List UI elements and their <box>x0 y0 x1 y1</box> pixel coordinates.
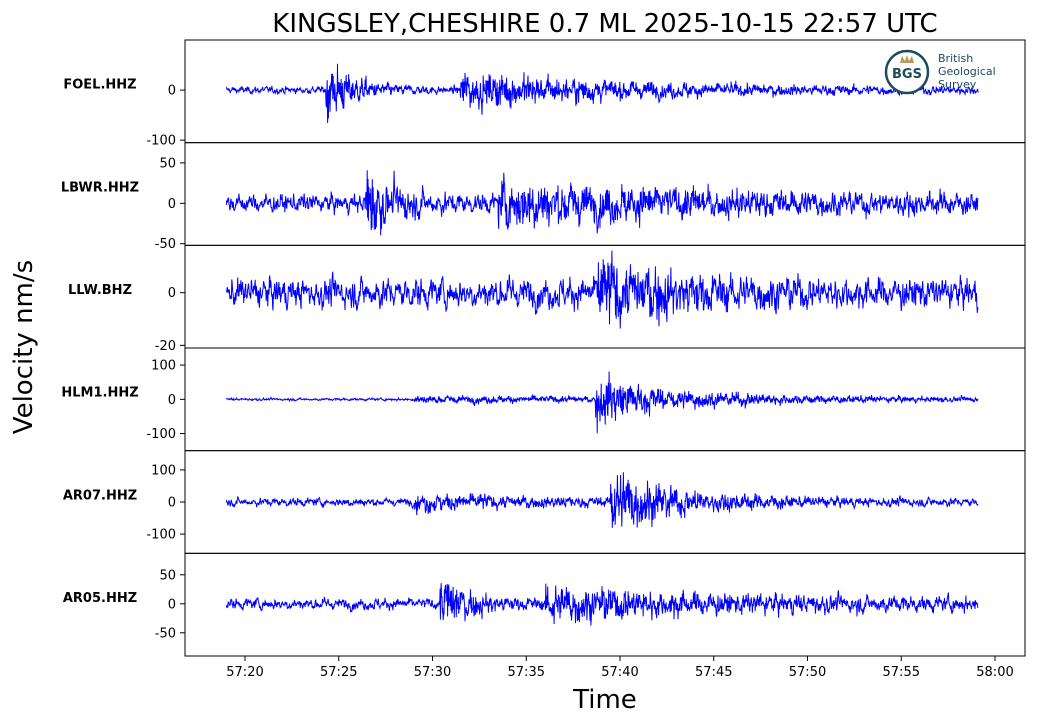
waveform-trace <box>225 371 979 434</box>
x-tick-label: 57:50 <box>789 665 826 680</box>
logo-name-line3: Survey <box>938 78 977 91</box>
x-axis-label: Time <box>572 685 637 715</box>
station-label: AR07.HHZ <box>63 488 137 503</box>
y-tick-label: 50 <box>159 568 176 583</box>
y-tick-label: 0 <box>168 197 176 212</box>
panel-frame <box>184 142 1026 246</box>
x-tick-label: 57:45 <box>695 665 732 680</box>
y-tick-label: 0 <box>168 286 176 301</box>
y-tick-label: 100 <box>151 463 176 478</box>
panel-frame <box>184 552 1026 657</box>
trace-panel: 0 -20 LLW.BHZ <box>68 244 1026 354</box>
station-label: LLW.BHZ <box>68 283 132 298</box>
waveform-trace <box>225 583 979 626</box>
logo-crown-icon <box>900 55 914 63</box>
y-tick-label: -50 <box>155 626 176 641</box>
x-tick-label: 57:30 <box>414 665 451 680</box>
station-label: HLM1.HHZ <box>61 386 138 401</box>
y-tick-label: 100 <box>151 359 176 374</box>
y-tick-label: -50 <box>155 237 176 252</box>
waveform-trace <box>225 63 979 124</box>
logo-name-line2: Geological <box>938 65 996 78</box>
logo-ring-icon <box>884 49 930 95</box>
trace-panel: 50 0 -50 LBWR.HHZ <box>61 142 1026 252</box>
x-tick-label: 58:00 <box>976 665 1013 680</box>
logo-name-line1: British <box>938 52 973 65</box>
y-tick-label: -100 <box>146 427 176 442</box>
waveform-trace <box>225 170 979 236</box>
y-tick-label: -20 <box>155 339 176 354</box>
x-tick-label: 57:25 <box>320 665 357 680</box>
waveform-trace <box>226 250 979 329</box>
x-tick-label: 57:35 <box>508 665 545 680</box>
y-tick-label: 0 <box>168 496 176 511</box>
y-tick-label: 0 <box>168 393 176 408</box>
station-label: FOEL.HHZ <box>63 78 136 93</box>
x-tick-label: 57:20 <box>226 665 263 680</box>
trace-panels: 0 -100 FOEL.HHZ 50 0 -50 LBWR.HHZ 0 -20 LLW.BHZ 10… <box>61 39 1026 657</box>
trace-panel: 0 -100 FOEL.HHZ <box>63 39 1026 149</box>
logo-abbreviation: BGS <box>892 67 922 82</box>
trace-panel: 100 0 -100 AR07.HHZ <box>63 450 1026 554</box>
y-tick-label: 50 <box>159 156 176 171</box>
x-axis: 57:20 57:25 57:30 57:35 57:40 57:45 57:50 57:55… <box>226 656 1014 680</box>
trace-panel: 50 0 -50 AR05.HHZ <box>63 552 1026 657</box>
bgs-logo: BGS British Geological Survey <box>884 49 996 95</box>
y-tick-label: -100 <box>146 528 176 543</box>
y-axis-label: Velocity nm/s <box>9 260 39 434</box>
station-label: AR05.HHZ <box>63 591 137 606</box>
waveform-trace <box>225 472 979 528</box>
station-label: LBWR.HHZ <box>61 180 139 195</box>
chart-title: KINGSLEY,CHESHIRE 0.7 ML 2025-10-15 22:5… <box>272 9 937 39</box>
trace-panel: 100 0 -100 HLM1.HHZ <box>61 347 1026 452</box>
y-tick-label: 0 <box>168 597 176 612</box>
x-tick-label: 57:40 <box>601 665 638 680</box>
x-tick-label: 57:55 <box>883 665 920 680</box>
y-tick-label: -100 <box>146 134 176 149</box>
y-tick-label: 0 <box>168 84 176 99</box>
